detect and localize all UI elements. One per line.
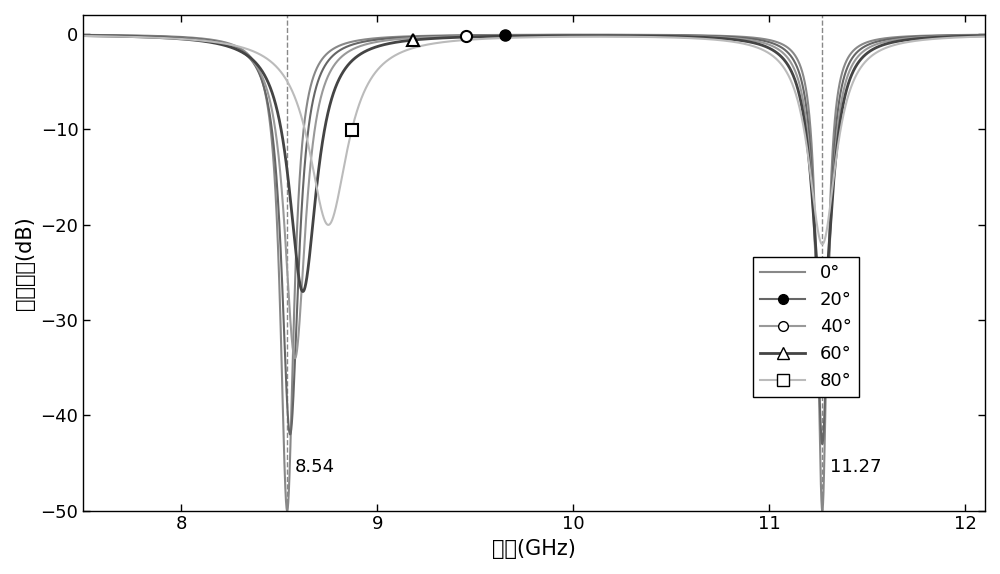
Text: 8.54: 8.54 — [295, 459, 335, 476]
Legend: 0°, 20°, 40°, 60°, 80°: 0°, 20°, 40°, 60°, 80° — [753, 257, 859, 398]
X-axis label: 頻率(GHz): 頻率(GHz) — [492, 539, 576, 559]
Text: 11.27: 11.27 — [830, 459, 882, 476]
Y-axis label: 回波损耗(dB): 回波损耗(dB) — [15, 216, 35, 309]
